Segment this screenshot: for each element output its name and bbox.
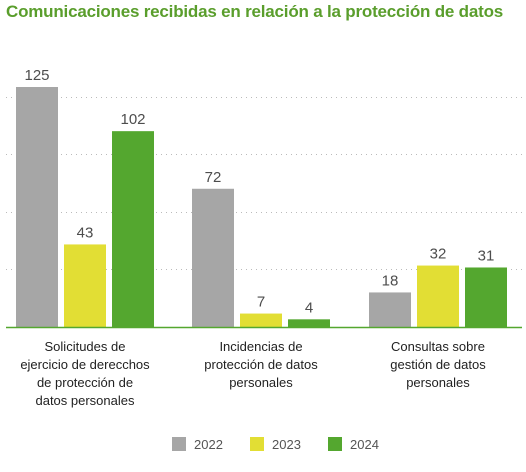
bar-2022-cat-3 bbox=[369, 292, 411, 327]
legend-item-2022: 2022 bbox=[172, 434, 223, 454]
category-label-line: ejercicio de derecchos bbox=[20, 357, 150, 372]
bars bbox=[16, 87, 507, 327]
bar-value-2023-cat-1: 43 bbox=[77, 224, 94, 241]
chart-title: Comunicaciones recibidas en relación a l… bbox=[6, 2, 504, 21]
bar-2023-cat-3 bbox=[417, 265, 459, 327]
category-label-line: Incidencias de bbox=[219, 339, 302, 354]
legend-swatch-2023 bbox=[250, 437, 264, 451]
bar-value-2023-cat-2: 7 bbox=[257, 294, 265, 311]
bar-2023-cat-2 bbox=[240, 313, 282, 327]
bar-value-2022-cat-3: 18 bbox=[382, 272, 399, 289]
category-label-line: Solicitudes de bbox=[45, 339, 126, 354]
legend-item-2023: 2023 bbox=[250, 434, 301, 454]
legend-label-2024: 2024 bbox=[350, 436, 379, 452]
category-label-line: personales bbox=[406, 375, 470, 390]
category-label-1: Solicitudes de ejercicio de derecchos de p… bbox=[20, 339, 150, 408]
bar-value-2023-cat-3: 32 bbox=[430, 246, 447, 263]
legend-label-2023: 2023 bbox=[272, 436, 301, 452]
legend: 2022 2023 2024 bbox=[0, 434, 526, 454]
bar-2022-cat-2 bbox=[192, 188, 234, 327]
bar-value-2024-cat-3: 31 bbox=[478, 247, 495, 264]
category-label-line: personales bbox=[229, 375, 293, 390]
legend-item-2024: 2024 bbox=[328, 434, 379, 454]
bar-2024-cat-2 bbox=[288, 319, 330, 327]
bar-value-2024-cat-1: 102 bbox=[120, 111, 145, 128]
bar-2024-cat-1 bbox=[112, 131, 154, 327]
bar-2022-cat-1 bbox=[16, 87, 58, 327]
category-label-3: Consultas sobre gestión de datos personale… bbox=[390, 339, 486, 390]
bar-value-2022-cat-1: 125 bbox=[24, 67, 49, 84]
category-label-line: protección de datos bbox=[204, 357, 318, 372]
category-label-line: datos personales bbox=[35, 393, 135, 408]
bar-chart: 125 43 102 72 7 4 18 32 31 Solicitudes de ejercic… bbox=[6, 67, 522, 408]
bar-value-labels: 125 43 102 72 7 4 18 32 31 bbox=[24, 67, 494, 316]
category-label-line: Consultas sobre bbox=[391, 339, 485, 354]
category-label-line: de protección de bbox=[37, 375, 133, 390]
category-labels: Solicitudes de ejercicio de derecchos de p… bbox=[20, 339, 486, 408]
legend-swatch-2024 bbox=[328, 437, 342, 451]
bar-2023-cat-1 bbox=[64, 244, 106, 327]
legend-swatch-2022 bbox=[172, 437, 186, 451]
bar-value-2022-cat-2: 72 bbox=[205, 169, 222, 186]
category-label-2: Incidencias de protección de datos persona… bbox=[204, 339, 318, 390]
bar-2024-cat-3 bbox=[465, 267, 507, 327]
bar-value-2024-cat-2: 4 bbox=[305, 299, 313, 316]
gridlines bbox=[6, 97, 522, 270]
category-label-line: gestión de datos bbox=[390, 357, 486, 372]
legend-label-2022: 2022 bbox=[194, 436, 223, 452]
